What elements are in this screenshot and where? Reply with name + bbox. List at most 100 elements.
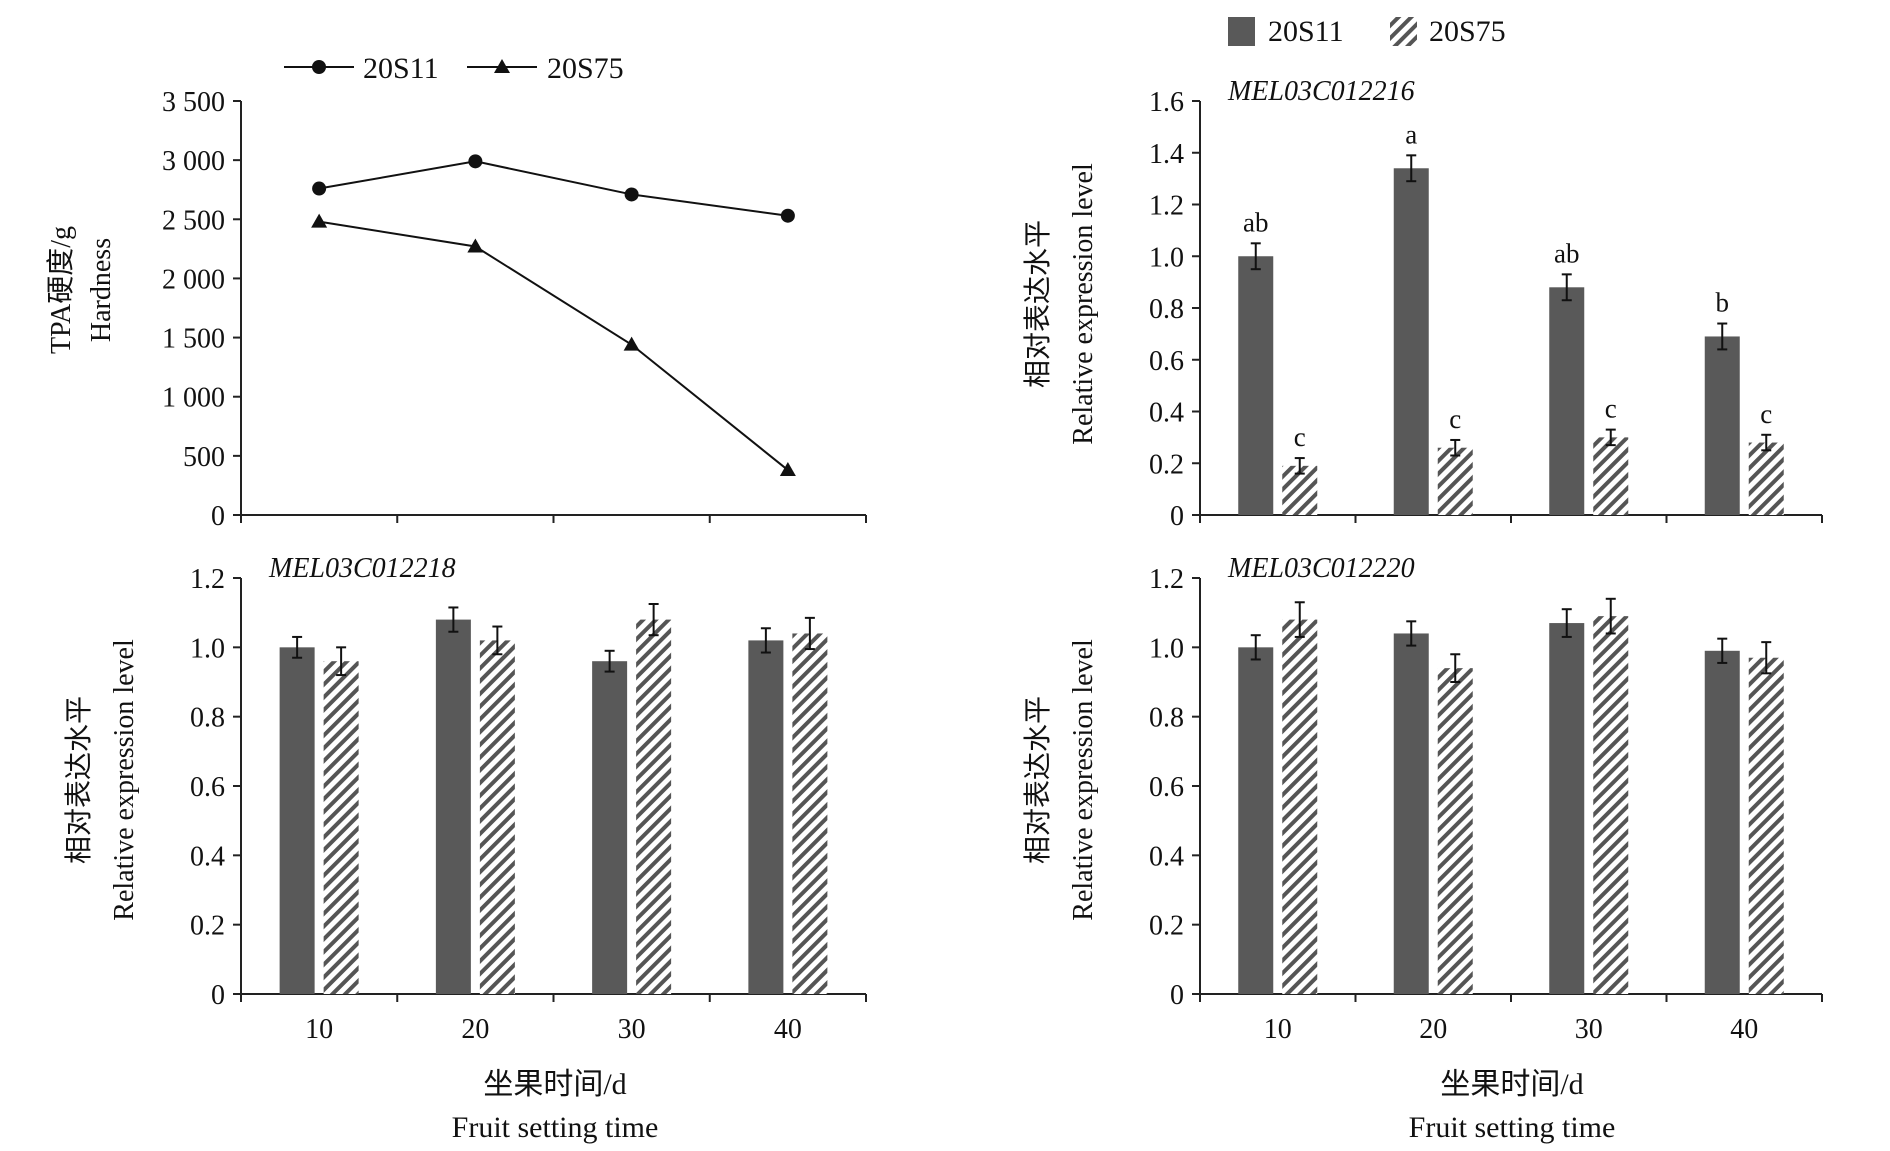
legend-label-20S11: 20S11 (1268, 15, 1344, 48)
data-point-circle-20S11 (468, 154, 483, 169)
bar-20S11 (1549, 287, 1585, 515)
y-tick-label: 1.0 (190, 633, 225, 664)
bar-20S11 (1704, 336, 1740, 515)
x-tick-label: 40 (774, 1014, 802, 1045)
data-point-triangle-20S75 (467, 238, 484, 253)
data-point-circle-20S11 (312, 181, 327, 196)
bar-20S11 (592, 661, 628, 994)
y-tick-label: 1.2 (1149, 564, 1184, 595)
bar-20S75 (792, 633, 828, 994)
y-title-hardness-cn: TPA硬度/g (45, 226, 77, 354)
y-tick-label: 0.2 (1149, 911, 1184, 942)
bar-20S75 (323, 661, 359, 994)
legend-marker-triangle (494, 59, 510, 73)
bar-20S11 (279, 647, 315, 994)
y-tick-label: 0.4 (1149, 398, 1184, 429)
y-tick-label: 0 (1170, 980, 1184, 1011)
legend-hardness: 20S11 20S75 (284, 52, 624, 85)
y-tick-label: 1.0 (1149, 633, 1184, 664)
panel-mel012220-bar-chart: 0 0.2 0.4 0.6 0.8 1.0 1.2 MEL03C012220 10 20 30 40 (1149, 553, 1823, 1045)
bar-20S75 (1748, 442, 1784, 515)
bar-20S11 (435, 619, 471, 994)
x-title-en-right: Fruit setting time (1409, 1111, 1616, 1144)
x-tick-label: 20 (1419, 1014, 1447, 1045)
bar-20S75 (1748, 657, 1784, 994)
y-tick-label: 3 000 (162, 146, 225, 177)
y-title-cn-top-right: 相对表达水平 (1022, 220, 1054, 388)
legend-marker-circle (312, 60, 326, 74)
bar-20S75 (1437, 668, 1473, 994)
bar-20S11 (1238, 647, 1274, 994)
y-tick-label: 0.2 (1149, 449, 1184, 480)
y-tick-label: 3 500 (162, 87, 225, 118)
legend-label-20S11: 20S11 (363, 52, 439, 85)
legend-label-20S75: 20S75 (547, 52, 624, 85)
y-title-cn-bottom-right: 相对表达水平 (1022, 696, 1054, 864)
panel-mel012218-bar-chart: 0 0.2 0.4 0.6 0.8 1.0 1.2 MEL03C012218 10 20 30 40 (190, 553, 867, 1045)
panel-title-gene-id: MEL03C012220 (1227, 553, 1415, 584)
significance-label: c (1449, 404, 1461, 434)
bar-20S11 (1393, 168, 1429, 515)
y-tick-label: 500 (183, 442, 225, 473)
significance-label: a (1405, 119, 1417, 149)
data-point-triangle-20S75 (623, 336, 640, 351)
panel-title-gene-id: MEL03C012216 (1227, 76, 1415, 107)
x-tick-label: 10 (1264, 1014, 1292, 1045)
data-point-triangle-20S75 (779, 462, 796, 477)
x-tick-label: 30 (1575, 1014, 1603, 1045)
significance-label: c (1294, 422, 1306, 452)
y-tick-label: 1.0 (1149, 242, 1184, 273)
bar-20S75 (636, 619, 672, 994)
bar-20S75 (1282, 619, 1318, 994)
significance-label: b (1716, 288, 1730, 318)
x-title-cn-left: 坐果时间/d (483, 1068, 626, 1101)
panel-title-gene-id: MEL03C012218 (268, 553, 456, 584)
x-tick-label: 40 (1730, 1014, 1758, 1045)
series-line-20S75 (318, 220, 789, 471)
y-tick-label: 1.2 (190, 564, 225, 595)
y-tick-label: 0.2 (190, 911, 225, 942)
series-line-20S11 (318, 160, 789, 217)
y-tick-label: 1.4 (1149, 139, 1184, 170)
y-tick-label: 0 (211, 501, 225, 532)
bar-20S75 (1593, 437, 1629, 515)
y-tick-label: 0.4 (1149, 841, 1184, 872)
legend-expression: 20S11 20S75 (1228, 15, 1506, 48)
y-tick-label: 0.6 (190, 772, 225, 803)
significance-label: c (1760, 399, 1772, 429)
data-point-triangle-20S75 (311, 213, 328, 228)
y-tick-label: 2 500 (162, 205, 225, 236)
y-tick-label: 2 000 (162, 264, 225, 295)
legend-swatch-20S75 (1390, 17, 1417, 46)
significance-label: ab (1243, 207, 1268, 237)
bar-20S75 (479, 640, 515, 994)
legend-label-20S75: 20S75 (1429, 15, 1506, 48)
y-tick-label: 0.8 (1149, 703, 1184, 734)
y-tick-label: 0.4 (190, 841, 225, 872)
y-tick-label: 0.8 (1149, 294, 1184, 325)
y-tick-label: 1 000 (162, 383, 225, 414)
x-title-cn-right: 坐果时间/d (1440, 1068, 1583, 1101)
x-title-en-left: Fruit setting time (452, 1111, 659, 1144)
bar-20S11 (1238, 256, 1274, 515)
x-tick-label: 20 (461, 1014, 489, 1045)
bar-20S11 (748, 640, 784, 994)
bar-20S11 (1393, 633, 1429, 994)
x-tick-label: 10 (305, 1014, 333, 1045)
y-tick-label: 1 500 (162, 324, 225, 355)
y-tick-label: 0 (211, 980, 225, 1011)
y-title-cn-bottom-left: 相对表达水平 (63, 696, 95, 864)
y-tick-label: 0.6 (1149, 346, 1184, 377)
x-tick-label: 30 (618, 1014, 646, 1045)
y-tick-label: 1.2 (1149, 191, 1184, 222)
data-point-circle-20S11 (624, 187, 639, 202)
y-tick-label: 1.6 (1149, 87, 1184, 118)
bar-20S75 (1593, 616, 1629, 994)
panel-mel012216-bar-chart: 00.20.40.60.81.01.21.41.6 MEL03C012216aba… (1149, 76, 1823, 532)
bar-20S75 (1437, 447, 1473, 515)
y-tick-label: 0.8 (190, 703, 225, 734)
y-tick-label: 0 (1170, 501, 1184, 532)
y-tick-label: 0.6 (1149, 772, 1184, 803)
bar-20S11 (1549, 623, 1585, 994)
